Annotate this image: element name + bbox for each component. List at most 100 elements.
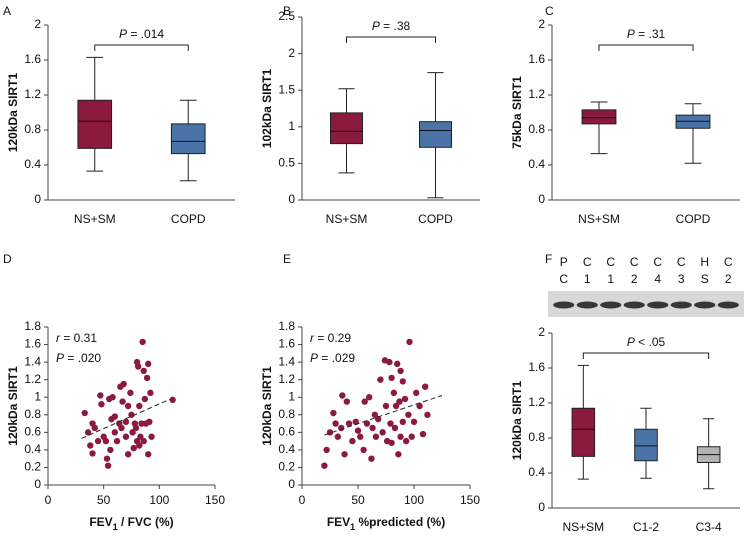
point	[120, 380, 127, 388]
stat-text: = .029	[318, 351, 355, 365]
y-tick-label: 0	[34, 192, 41, 206]
point	[416, 402, 423, 410]
point	[136, 402, 143, 410]
point	[97, 392, 104, 399]
point	[122, 433, 130, 440]
point	[148, 433, 155, 440]
lane-label: C	[653, 255, 662, 269]
point	[405, 411, 412, 418]
y-tick-label: 1.2	[528, 87, 545, 101]
y-tick-label: 1.8	[278, 319, 295, 333]
point	[134, 363, 142, 370]
y-tick-label: 0.4	[24, 157, 41, 171]
box	[329, 112, 364, 145]
x-tick-label: 0	[45, 493, 52, 507]
x-label-main: FEV	[327, 515, 350, 529]
p-value: P = .014	[119, 27, 164, 41]
box	[571, 407, 596, 457]
x-tick-label: C3-4	[696, 520, 722, 534]
y-tick-label: 0.4	[528, 465, 545, 479]
point	[137, 433, 144, 440]
panel-letter: D	[3, 252, 12, 266]
point	[84, 429, 92, 436]
y-tick-label: 0.4	[24, 442, 41, 456]
point	[87, 442, 94, 449]
stat-annotation: P = .020	[56, 351, 101, 365]
y-tick-label: 0	[538, 192, 545, 206]
x-tick-label: 100	[149, 493, 169, 507]
stat-symbol: r	[310, 331, 315, 345]
point	[129, 429, 136, 436]
stat-text: < .05	[635, 335, 666, 349]
point	[372, 433, 380, 440]
box	[418, 121, 453, 148]
point	[119, 398, 126, 405]
y-tick-label: 1.6	[528, 360, 545, 374]
y-tick-label: 1.6	[528, 52, 545, 66]
blot-band	[600, 301, 622, 309]
panel-letter: C	[545, 4, 554, 18]
point	[391, 424, 399, 432]
lane-label: C	[630, 255, 639, 269]
point	[390, 389, 398, 397]
point	[399, 418, 406, 425]
stat-symbol: r	[56, 331, 61, 345]
y-tick-label: 0.6	[278, 425, 295, 439]
lane-label: C	[677, 255, 686, 269]
x-axis-label: FEV1 %predicted (%)	[327, 515, 445, 532]
x-tick-label: NS+SM	[562, 520, 604, 534]
point	[369, 424, 376, 432]
point	[361, 398, 368, 405]
point	[109, 394, 116, 401]
panel-letter: F	[545, 252, 552, 266]
x-label-sub: 1	[350, 522, 355, 532]
x-label-rest: / FVC (%)	[118, 515, 174, 529]
point	[410, 418, 418, 425]
point	[140, 367, 147, 375]
point	[118, 424, 125, 432]
point	[395, 451, 402, 458]
y-tick-label: 1.2	[24, 372, 41, 386]
x-tick-label: COPD	[171, 212, 206, 226]
stat-annotation: P = .029	[310, 351, 355, 365]
lane-label: S	[701, 272, 709, 286]
y-tick-label: 2.5	[278, 9, 295, 23]
x-tick-label: 150	[205, 493, 225, 507]
y-tick-label: 0.8	[278, 407, 295, 421]
stat-text: = 0.31	[60, 331, 97, 345]
x-tick-label: 50	[351, 493, 365, 507]
point	[330, 409, 337, 417]
panel-letter: B	[283, 4, 291, 18]
y-tick-label: 2	[34, 17, 41, 31]
y-tick-label: 1.2	[24, 87, 41, 101]
point	[136, 442, 143, 449]
stat-annotation: r = 0.29	[310, 331, 351, 345]
x-label-main: FEV	[89, 515, 112, 529]
y-axis-label: 120kDa SIRT1	[6, 72, 20, 152]
point	[413, 389, 420, 397]
y-tick-label: 0.8	[24, 407, 41, 421]
point	[394, 360, 401, 368]
point	[397, 367, 404, 375]
point	[379, 429, 386, 436]
trendline	[81, 398, 171, 439]
y-tick-label: 1.6	[278, 337, 295, 351]
y-axis-label: 120kDa SIRT1	[6, 366, 20, 446]
y-tick-label: 0.8	[24, 122, 41, 136]
point	[371, 411, 378, 418]
point	[339, 392, 346, 399]
y-tick-label: 0.6	[24, 425, 41, 439]
x-tick-label: NS+SM	[74, 212, 116, 226]
x-tick-label: NS+SM	[578, 212, 620, 226]
y-tick-label: 0.2	[24, 460, 41, 474]
y-tick-label: 1	[288, 389, 295, 403]
point	[146, 418, 153, 425]
point	[111, 413, 119, 420]
significance-bracket	[598, 44, 694, 51]
blot-band	[576, 301, 598, 309]
point	[147, 389, 154, 397]
y-axis-label: 75kDa SIRT1	[510, 76, 524, 149]
stat-text: = .020	[64, 351, 101, 365]
y-axis-label: 102kDa SIRT1	[260, 68, 274, 148]
